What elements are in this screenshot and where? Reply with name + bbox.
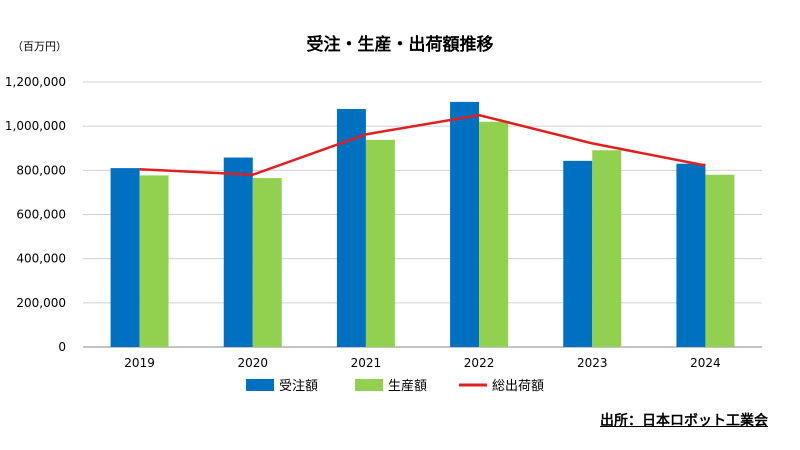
bar-生産額-2023 bbox=[592, 150, 622, 347]
y-tick-label: 400,000 bbox=[16, 252, 66, 266]
legend-item-総出荷額: 総出荷額 bbox=[459, 379, 544, 394]
y-tick-label: 600,000 bbox=[16, 208, 66, 222]
y-axis-ticks: 0 200,000 400,000 600,000 800,000 1,000,000 1,… bbox=[5, 75, 66, 354]
legend: 受注額 生産額 総出荷額 bbox=[246, 378, 544, 394]
source-note: 出所：日本ロボット工業会 bbox=[600, 413, 768, 429]
bar-受注額-2024 bbox=[676, 163, 706, 347]
x-tick-label: 2023 bbox=[577, 356, 608, 370]
chart-title: 受注・生産・出荷額推移 bbox=[307, 34, 494, 55]
y-tick-label: 200,000 bbox=[16, 296, 66, 310]
y-tick-label: 1,200,000 bbox=[5, 75, 66, 89]
x-tick-label: 2024 bbox=[690, 356, 721, 370]
bar-生産額-2021 bbox=[365, 139, 395, 347]
legend-swatch bbox=[246, 379, 274, 391]
x-tick-label: 2019 bbox=[124, 356, 155, 370]
legend-item-生産額: 生産額 bbox=[355, 378, 427, 394]
bars bbox=[110, 101, 735, 347]
y-tick-label: 1,000,000 bbox=[5, 119, 66, 133]
legend-item-受注額: 受注額 bbox=[246, 379, 318, 394]
bar-受注額-2021 bbox=[336, 108, 366, 347]
x-tick-label: 2020 bbox=[237, 356, 268, 370]
legend-label: 生産額 bbox=[388, 378, 427, 394]
bar-受注額-2019 bbox=[110, 168, 140, 347]
gridlines bbox=[83, 81, 762, 348]
legend-swatch bbox=[355, 379, 383, 391]
bar-生産額-2024 bbox=[705, 174, 735, 347]
bar-生産額-2022 bbox=[479, 121, 509, 347]
bar-生産額-2020 bbox=[252, 178, 282, 347]
bar-生産額-2019 bbox=[139, 175, 169, 347]
line-総出荷額 bbox=[139, 113, 706, 177]
x-tick-label: 2022 bbox=[464, 356, 495, 370]
x-axis-ticks: 2019 2020 2021 2022 2023 2024 bbox=[124, 356, 720, 370]
y-tick-label: 800,000 bbox=[16, 163, 66, 177]
bar-受注額-2023 bbox=[563, 160, 593, 347]
x-tick-label: 2021 bbox=[351, 356, 382, 370]
y-tick-label: 0 bbox=[58, 340, 66, 354]
y-unit-label: （百万円） bbox=[12, 40, 67, 53]
legend-label: 受注額 bbox=[279, 379, 318, 394]
bar-受注額-2022 bbox=[450, 101, 480, 347]
total-shipment-line bbox=[139, 113, 706, 177]
bar-受注額-2020 bbox=[223, 157, 253, 347]
legend-label: 総出荷額 bbox=[492, 379, 544, 394]
